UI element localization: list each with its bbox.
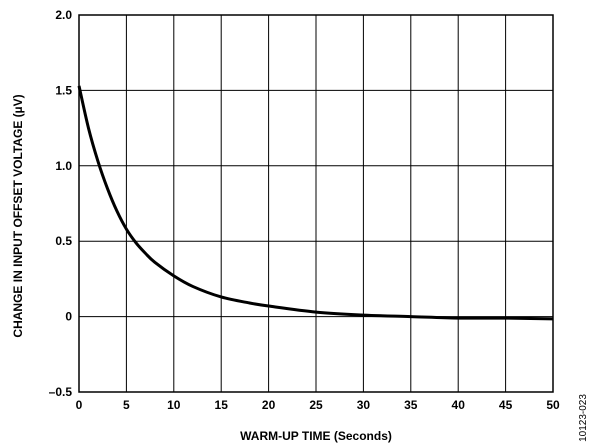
plot-frame bbox=[78, 14, 554, 393]
x-tick-label-7: 35 bbox=[404, 398, 418, 412]
figure-id: 10123-023 bbox=[578, 394, 589, 442]
y-tick-label-4: 1.5 bbox=[55, 83, 72, 97]
x-axis-label: WARM-UP TIME (Seconds) bbox=[240, 429, 392, 443]
x-tick-label-5: 25 bbox=[309, 398, 323, 412]
y-tick-label-2: 0.5 bbox=[55, 234, 72, 248]
grid bbox=[78, 14, 554, 393]
x-tick-labels: 0 5 10 15 20 25 30 35 40 45 50 bbox=[76, 398, 560, 412]
x-tick-label-10: 50 bbox=[546, 398, 560, 412]
x-tick-label-1: 5 bbox=[123, 398, 130, 412]
x-tick-label-4: 20 bbox=[262, 398, 276, 412]
y-tick-label-5: 2.0 bbox=[55, 8, 72, 22]
x-tick-label-6: 30 bbox=[357, 398, 371, 412]
series-layer bbox=[77, 85, 554, 321]
y-tick-label-3: 1.0 bbox=[55, 159, 72, 173]
x-tick-label-9: 45 bbox=[499, 398, 513, 412]
x-tick-label-0: 0 bbox=[76, 398, 83, 412]
series-line-0 bbox=[77, 85, 554, 321]
y-tick-label-1: 0 bbox=[65, 310, 72, 324]
y-tick-labels: –0.5 0 0.5 1.0 1.5 2.0 bbox=[49, 8, 73, 399]
x-tick-label-2: 10 bbox=[167, 398, 181, 412]
x-tick-label-3: 15 bbox=[215, 398, 229, 412]
y-tick-label-0: –0.5 bbox=[49, 385, 73, 399]
y-axis-label: CHANGE IN INPUT OFFSET VOLTAGE (µV) bbox=[11, 94, 25, 337]
plot-area-frame bbox=[78, 14, 554, 393]
x-tick-label-8: 40 bbox=[452, 398, 466, 412]
